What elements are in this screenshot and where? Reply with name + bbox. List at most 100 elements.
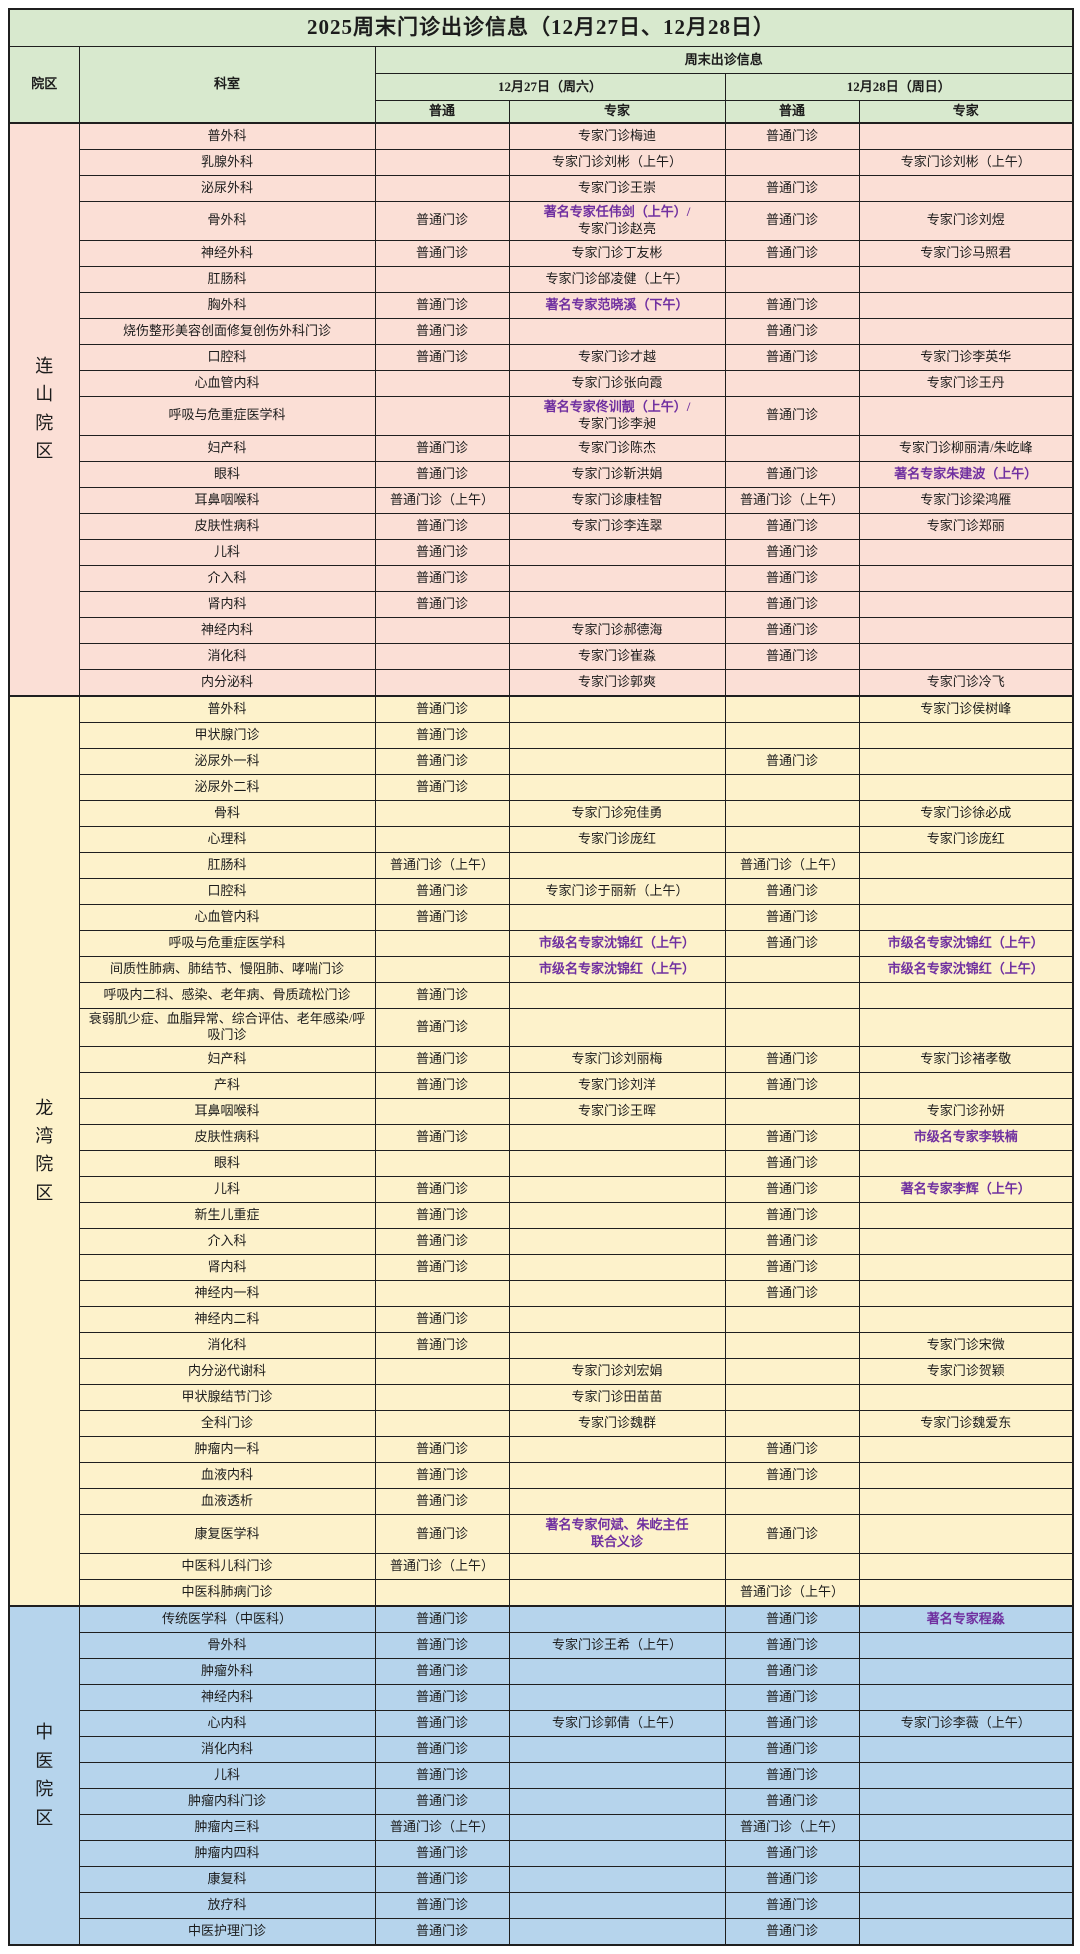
department-cell: 皮肤性病科 (78, 1124, 376, 1152)
department-cell: 甲状腺门诊 (78, 721, 376, 749)
table-row: 介入科 普通门诊 普通门诊 (9, 1228, 1074, 1256)
sun-expert-cell: 专家门诊宋微 (858, 1332, 1074, 1360)
department-cell: 中医科儿科门诊 (78, 1553, 376, 1581)
table-row: 肾内科 普通门诊 普通门诊 (9, 590, 1074, 618)
sun-expert-cell: 专家门诊冷飞 (858, 668, 1074, 697)
sat-ordinary-cell (374, 369, 510, 397)
table-row: 连山院区普外科 专家门诊梅迪 普通门诊 (8, 122, 1074, 697)
sun-ordinary-cell (724, 1007, 860, 1048)
sun-expert-cell: 专家门诊刘煜 (858, 201, 1074, 241)
sat-ordinary-cell (374, 825, 510, 853)
sat-expert-cell (508, 1280, 726, 1308)
department-cell: 普外科 (78, 122, 376, 150)
sun-ordinary-cell: 普通门诊（上午） (724, 486, 860, 514)
table-row: 心血管内科 普通门诊 普通门诊 (9, 903, 1074, 931)
table-row: 泌尿外科 专家门诊王崇 普通门诊 (9, 175, 1074, 202)
table-row: 甲状腺结节门诊 专家门诊田苗苗 (9, 1384, 1074, 1412)
sun-expert-cell: 专家门诊庞红 (858, 825, 1074, 853)
sun-ordinary-cell: 普通门诊 (724, 1176, 860, 1204)
sun-expert-cell (858, 903, 1074, 931)
sat-ordinary-cell (374, 1410, 510, 1438)
sun-expert-cell (858, 564, 1074, 592)
department-cell: 介入科 (78, 564, 376, 592)
sun-expert-cell (858, 1658, 1074, 1686)
sun-ordinary-cell: 普通门诊 (724, 460, 860, 488)
sun-ordinary-cell: 普通门诊 (724, 1736, 860, 1764)
campus-cell: 龙湾院区 (8, 694, 80, 1607)
sun-ordinary-cell: 普通门诊 (724, 1202, 860, 1230)
sun-ordinary-cell: 普通门诊 (724, 1436, 860, 1464)
sat-ordinary-cell (374, 1280, 510, 1308)
sun-expert-cell (858, 122, 1074, 150)
sat-ordinary-cell: 普通门诊 (374, 239, 510, 267)
sun-ordinary-cell: 普通门诊 (724, 1514, 860, 1555)
sun-ordinary-cell: 普通门诊 (724, 175, 860, 202)
sat-expert-cell: 市级名专家沈锦红（上午） (508, 929, 726, 957)
sun-expert-cell (858, 981, 1074, 1009)
department-cell: 肿瘤外科 (78, 1658, 376, 1686)
sat-ordinary-cell: 普通门诊（上午） (374, 851, 510, 879)
sun-expert-cell: 市级名专家李轶楠 (858, 1124, 1074, 1152)
table-row: 龙湾院区普外科普通门诊 专家门诊侯树峰 (8, 694, 1074, 1607)
sun-expert-cell (858, 616, 1074, 644)
sat-expert-cell: 市级名专家沈锦红（上午） (508, 955, 726, 983)
table-row: 妇产科 普通门诊 专家门诊陈杰 专家门诊柳丽清/朱屹峰 (9, 434, 1074, 462)
sat-ordinary-cell (374, 1384, 510, 1412)
sat-ordinary-cell (374, 395, 510, 436)
table-row: 骨外科 普通门诊 专家门诊王希（上午） 普通门诊 (9, 1632, 1074, 1660)
department-cell: 衰弱肌少症、血脂异常、综合评估、老年感染/呼吸门诊 (78, 1007, 376, 1048)
department-cell: 血液透析 (78, 1488, 376, 1516)
sun-ordinary-cell: 普通门诊 (724, 642, 860, 670)
sun-expert-cell (858, 1488, 1074, 1516)
sun-ordinary-cell: 普通门诊 (724, 538, 860, 566)
sat-expert-cell: 专家门诊靳洪娟 (508, 460, 726, 488)
sun-expert-cell: 专家门诊侯树峰 (858, 694, 1074, 723)
sat-ordinary-cell: 普通门诊 (374, 1072, 510, 1100)
sun-ordinary-cell (724, 1553, 860, 1581)
sat-ordinary-cell: 普通门诊 (374, 1046, 510, 1074)
sat-expert-cell: 专家门诊张向霞 (508, 369, 726, 397)
sat-expert-cell: 专家门诊刘丽梅 (508, 1046, 726, 1074)
sun-expert-cell: 专家门诊徐必成 (858, 799, 1074, 827)
sat-ordinary-cell: 普通门诊 (374, 1605, 510, 1634)
sun-expert-cell (858, 1788, 1074, 1816)
sun-ordinary-cell: 普通门诊 (724, 1788, 860, 1816)
header-row-1: 院区 科室 周末出诊信息 (8, 46, 1074, 124)
sat-ordinary-cell (374, 1358, 510, 1386)
sat-expert-cell: 著名专家佟训靓（上午）/专家门诊李昶 (508, 395, 726, 436)
department-cell: 康复科 (78, 1866, 376, 1894)
sun-ordinary-cell: 普通门诊 (724, 877, 860, 905)
sun-ordinary-cell (724, 1384, 860, 1412)
sat-ordinary-cell: 普通门诊 (374, 1007, 510, 1048)
department-cell: 妇产科 (78, 1046, 376, 1074)
sat-ordinary-cell: 普通门诊 (374, 1762, 510, 1790)
sat-expert-cell: 著名专家任伟剑（上午）/专家门诊赵亮 (508, 201, 726, 241)
sun-expert-cell (858, 747, 1074, 775)
sat-expert-cell: 专家门诊才越 (508, 343, 726, 371)
department-cell: 耳鼻咽喉科 (78, 486, 376, 514)
header-row-2: 12月27日（周六） 12月28日（周日） (9, 73, 1074, 101)
sat-ordinary-cell (374, 175, 510, 202)
department-cell: 肿瘤内四科 (78, 1840, 376, 1868)
sat-expert-cell: 专家门诊田苗苗 (508, 1384, 726, 1412)
sat-expert-cell: 专家门诊郝德海 (508, 616, 726, 644)
sat-expert-cell (508, 1762, 726, 1790)
sun-expert-cell (858, 1384, 1074, 1412)
department-cell: 肿瘤内科门诊 (78, 1788, 376, 1816)
sat-ordinary-cell (374, 1579, 510, 1607)
sun-ordinary-cell: 普通门诊 (724, 1892, 860, 1920)
sun-ordinary-cell: 普通门诊 (724, 1840, 860, 1868)
department-cell: 普外科 (78, 694, 376, 723)
department-cell: 放疗科 (78, 1892, 376, 1920)
sat-expert-cell (508, 1462, 726, 1490)
sat-ordinary-cell: 普通门诊 (374, 1710, 510, 1738)
department-cell: 中医护理门诊 (78, 1918, 376, 1946)
sun-expert-cell (858, 1462, 1074, 1490)
sun-expert-cell (858, 175, 1074, 202)
table-row: 烧伤整形美容创面修复创伤外科门诊 普通门诊 普通门诊 (9, 317, 1074, 345)
sat-ordinary-cell (374, 149, 510, 176)
table-row: 消化科 专家门诊崔淼 普通门诊 (9, 642, 1074, 670)
campus-cell: 连山院区 (8, 122, 80, 697)
sat-expert-cell: 专家门诊郭爽 (508, 668, 726, 697)
table-row: 神经内科 专家门诊郝德海 普通门诊 (9, 616, 1074, 644)
